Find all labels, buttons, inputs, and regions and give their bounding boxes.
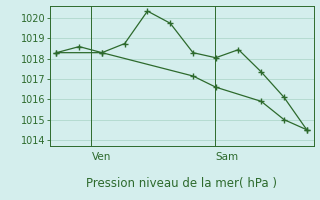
Text: Sam: Sam <box>216 152 239 162</box>
Text: Pression niveau de la mer( hPa ): Pression niveau de la mer( hPa ) <box>86 177 277 190</box>
Text: Ven: Ven <box>92 152 111 162</box>
